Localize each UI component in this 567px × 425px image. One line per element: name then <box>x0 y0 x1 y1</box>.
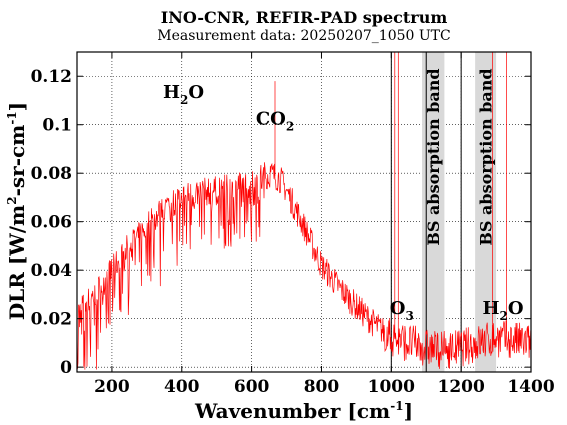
y-tick-label: 0.06 <box>31 213 72 233</box>
chart-title: INO-CNR, REFIR-PAD spectrum <box>161 8 448 27</box>
band-label: BS absorption band <box>424 68 443 245</box>
spectrum-line <box>76 52 532 370</box>
annotation: H2O <box>163 82 204 107</box>
x-tick-label: 1200 <box>437 377 484 397</box>
y-tick-label: 0.02 <box>31 310 72 330</box>
y-tick-label: 0.08 <box>31 164 72 184</box>
annotation: O3 <box>390 298 414 323</box>
chart-subtitle: Measurement data: 20250207_1050 UTC <box>157 28 450 44</box>
y-tick-label: 0.12 <box>31 67 72 87</box>
x-tick-label: 800 <box>304 377 340 397</box>
y-tick-label: 0 <box>60 358 72 378</box>
x-tick-label: 1400 <box>507 377 554 397</box>
x-tick-label: 600 <box>234 377 270 397</box>
plot-frame <box>76 51 532 373</box>
x-tick-label: 400 <box>164 377 200 397</box>
y-axis-label: DLR [W/m2-sr-cm-1] <box>5 102 29 320</box>
annotation: H2O <box>483 298 524 323</box>
annotation: CO2 <box>256 109 294 134</box>
absorption-band <box>475 52 497 372</box>
absorption-band <box>422 52 445 372</box>
y-tick-label: 0.1 <box>42 116 72 136</box>
x-tick-label: 1000 <box>368 377 415 397</box>
band-label: BS absorption band <box>477 68 496 245</box>
x-tick-label: 200 <box>94 377 130 397</box>
y-tick-label: 0.04 <box>31 261 73 281</box>
plot-area: BS absorption band BS absorption band 200 4… <box>31 51 555 397</box>
x-axis-label: Wavenumber [cm-1] <box>194 399 413 423</box>
